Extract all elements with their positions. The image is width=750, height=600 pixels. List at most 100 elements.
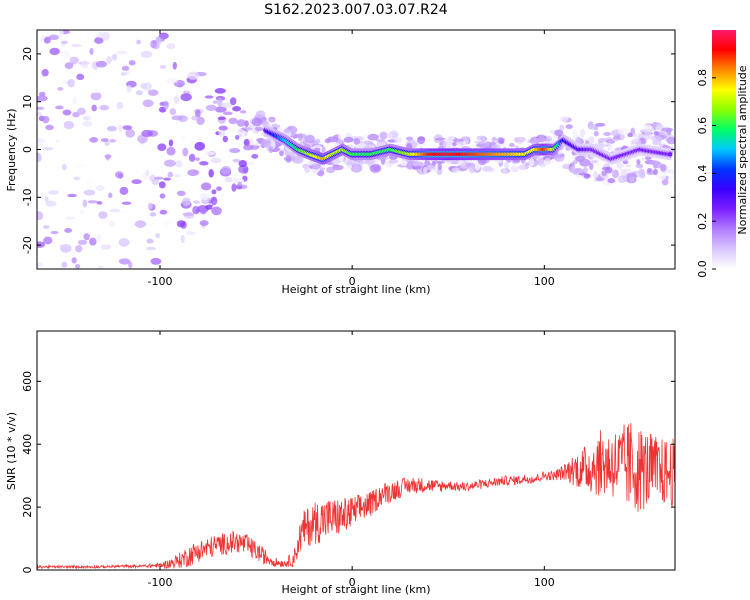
spectrogram-noise-blob [214, 88, 226, 94]
spectrogram-noise-blob [243, 138, 250, 147]
spectrogram-noise-blob [200, 182, 212, 191]
spectrogram-noise-blob [628, 176, 635, 182]
spectrogram-noise-blob [140, 83, 148, 89]
spectrogram-noise-blob [37, 111, 42, 117]
spectrogram-noise-blob [55, 139, 60, 144]
spectrogram-noise-blob [603, 132, 612, 137]
spectrogram-noise-blob [37, 211, 44, 221]
spectrogram-noise-blob [400, 160, 408, 167]
spectrogram-noise-blob [636, 159, 641, 165]
spectrogram-noise-blob [205, 204, 214, 210]
snr-y-tick-label: 600 [21, 371, 34, 392]
spectrogram-noise-blob [182, 197, 191, 207]
spectrogram-noise-blob [95, 185, 105, 192]
spectrogram-noise-blob [49, 47, 60, 56]
spectrogram-noise-blob [302, 136, 308, 146]
spectrogram-noise-blob [509, 142, 515, 148]
spectrogram-noise-blob [108, 192, 113, 199]
snr-y-tick-label: 200 [21, 497, 34, 518]
spectrogram-noise-blob [631, 121, 639, 127]
spectrogram-noise-blob [83, 233, 90, 241]
spectrogram-noise-blob [42, 147, 54, 151]
spectrogram-noise-blob [575, 155, 586, 163]
spectrogram-noise-blob [589, 162, 594, 171]
spectrogram-noise-blob [188, 153, 196, 162]
spectrogram-noise-blob [63, 121, 75, 130]
snr-y-axis-label: SNR (10 * v/v) [5, 412, 18, 490]
spectrogram-noise-blob [164, 93, 171, 102]
spectrogram-noise-blob [104, 140, 110, 147]
spectrogram-noise-blob [238, 160, 247, 168]
spectrogram-noise-blob [268, 145, 274, 154]
spectrogram-noise-blob [173, 95, 180, 104]
spectrogram-x-axis-label: Height of straight line (km) [281, 283, 430, 296]
spectrogram-noise-blob [120, 72, 127, 76]
spectrogram-noise-blob [211, 206, 222, 216]
spectrogram-noise-blob [105, 154, 110, 161]
spectrogram-noise-blob [220, 165, 232, 175]
spectrogram-noise-blob [50, 230, 59, 235]
spectrogram-noise-blob [196, 116, 205, 125]
spectrogram-noise-blob [613, 135, 620, 140]
spectrogram-noise-blob [176, 190, 186, 197]
spectrogram-noise-blob [43, 36, 51, 44]
spectrogram-noise-blob [94, 37, 104, 44]
spectrogram-noise-blob [205, 104, 217, 111]
spectrogram-noise-blob [118, 238, 130, 247]
spectrogram-noise-blob [617, 175, 626, 184]
spectrogram-noise-blob [279, 150, 285, 157]
spectrogram-y-tick-label: 10 [21, 95, 34, 109]
colorbar-tick-label: 0.6 [696, 117, 709, 135]
spectrogram-noise-blob [155, 232, 160, 239]
spectrogram-noise-blob [45, 200, 57, 207]
spectrogram-noise-blob [243, 144, 254, 151]
spectrogram-noise-blob [238, 164, 249, 174]
spectrogram-noise-blob [142, 259, 153, 268]
spectrogram-noise-blob [215, 106, 227, 113]
spectrogram-noise-blob [180, 135, 186, 140]
spectrogram-noise-blob [412, 160, 420, 167]
spectrogram-noise-blob [643, 128, 652, 136]
spectrogram-noise-blob [237, 181, 242, 187]
spectrogram-x-tick-label: 0 [349, 275, 356, 288]
spectrogram-noise-blob [649, 160, 660, 166]
spectrogram-noise-blob [166, 78, 179, 84]
spectrogram-noise-blob [70, 250, 76, 256]
spectrogram-noise-blob [37, 138, 46, 143]
spectrogram-noise-blob [147, 202, 153, 210]
spectrogram-noise-blob [231, 183, 237, 192]
spectrogram-noise-blob [386, 132, 393, 139]
spectrogram-noise-blob [150, 257, 162, 265]
spectrogram-y-tick-label: 0 [21, 146, 34, 153]
spectrogram-noise-blob [241, 130, 250, 139]
spectrogram-noise-blob [191, 115, 198, 121]
spectrogram-noise-blob [607, 178, 616, 184]
spectrogram-noise-blob [89, 136, 98, 143]
spectrogram-noise-blob [199, 220, 209, 226]
spectrogram-noise-blob [116, 101, 124, 110]
snr-ticks: -100 0 100 0 200 400 600 [21, 331, 675, 589]
snr-y-tick-label: 0 [21, 567, 34, 574]
spectrogram-noise-blob [193, 200, 201, 204]
spectrogram-noise-blob [146, 246, 157, 251]
spectrogram-noise-blob [48, 34, 59, 40]
spectrogram-noise-blob [589, 160, 599, 164]
spectrogram-noise-blob [239, 110, 247, 114]
spectrogram-noise-blob [222, 135, 228, 143]
spectrogram-noise-blob [343, 136, 354, 143]
spectrogram-noise-blob [148, 89, 159, 96]
spectrogram-noise-blob [186, 231, 196, 236]
spectrogram-noise-blob [194, 141, 206, 151]
spectrogram-noise-blob [298, 133, 303, 142]
spectrogram-noise-blob [216, 186, 222, 192]
spectrogram-noise-blob [175, 160, 183, 168]
spectrogram-noise-blob [529, 158, 535, 167]
spectrogram-x-tick-label: -100 [148, 275, 173, 288]
spectrogram-noise-blob [254, 126, 264, 132]
spectrogram-noise-blob [232, 178, 245, 184]
spectrogram-noise-blob [533, 131, 540, 136]
spectrogram-noise-blob [559, 115, 569, 123]
spectrogram-noise-blob [538, 135, 545, 141]
spectrogram-noise-blob [37, 142, 43, 147]
spectrogram-noise-blob [437, 162, 442, 171]
